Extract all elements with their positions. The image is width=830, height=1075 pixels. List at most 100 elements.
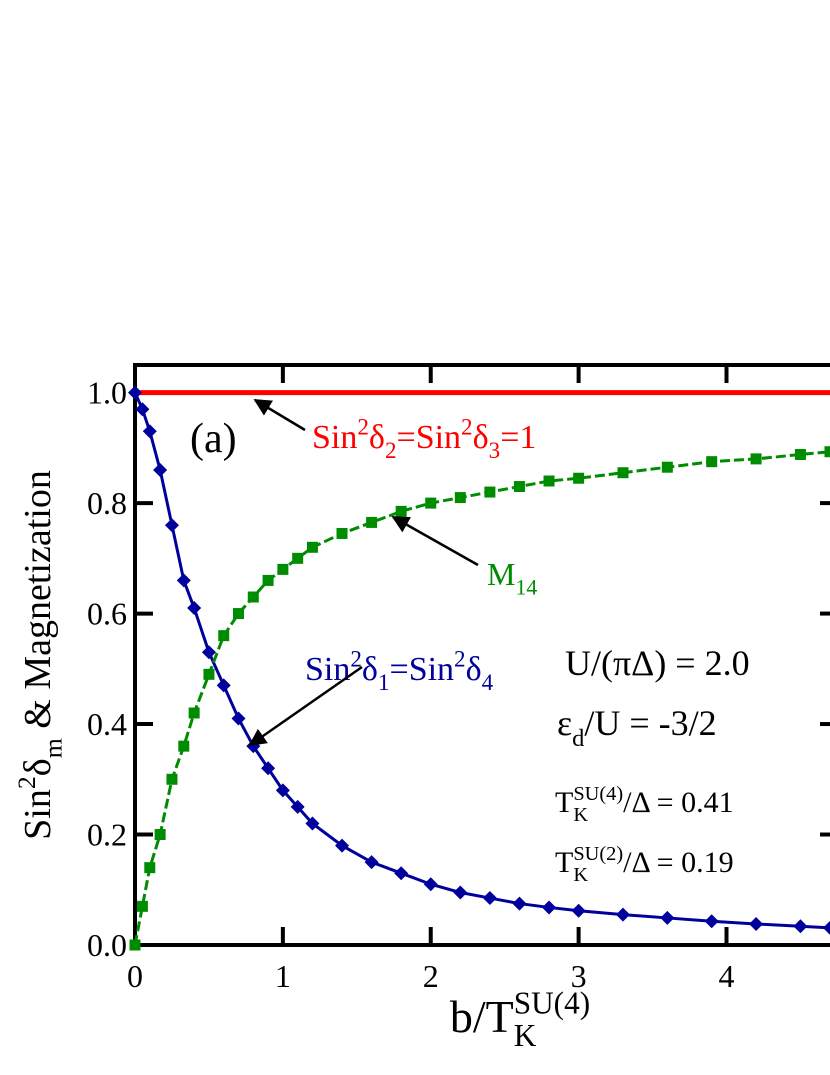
- square-marker: [750, 453, 762, 465]
- diamond-marker: [660, 910, 675, 925]
- series-line: [133, 392, 830, 930]
- diamond-marker: [512, 896, 527, 911]
- subscript: 1: [378, 670, 390, 696]
- y-tick-label: 0.0: [87, 927, 127, 963]
- diamond-marker: [704, 914, 719, 929]
- y-tick-label: 0.2: [87, 817, 127, 853]
- diamond-marker: [142, 424, 157, 439]
- x-tick-label: 4: [718, 958, 734, 994]
- square-marker: [203, 668, 215, 680]
- text-part: & Magnetization: [17, 470, 59, 738]
- square-marker: [395, 505, 407, 517]
- square-marker: [617, 467, 629, 479]
- superscript: 2: [454, 646, 466, 672]
- square-marker: [233, 608, 245, 620]
- text-part: δ: [466, 651, 482, 688]
- diamond-marker: [153, 462, 168, 477]
- square-marker: [366, 516, 378, 528]
- diamond-marker: [823, 920, 830, 935]
- y-tick-label: 1.0: [87, 375, 127, 411]
- square-marker: [188, 707, 200, 719]
- square-marker: [425, 497, 437, 509]
- text-part: T: [555, 786, 573, 819]
- text-part: Sin: [305, 651, 350, 688]
- diamond-marker: [176, 573, 191, 588]
- text-part: =Sin: [397, 419, 462, 456]
- square-marker: [543, 475, 555, 487]
- diamond-marker: [423, 877, 438, 892]
- series-line: [133, 450, 830, 946]
- text-part: Sin: [17, 789, 59, 840]
- text-part: T: [555, 846, 573, 879]
- square-marker: [144, 862, 156, 874]
- annotation: TKSU(4)/Δ = 0.41: [555, 783, 734, 826]
- x-tick-label: 3: [571, 958, 587, 994]
- diamond-marker: [571, 903, 586, 918]
- subscript: K: [573, 804, 588, 826]
- x-axis-label: b/TKSU(4): [450, 986, 590, 1053]
- y-tick-label: 0.8: [87, 485, 127, 521]
- text-part: δ: [17, 758, 59, 776]
- y-tick-label: 0.6: [87, 596, 127, 632]
- annotation: Sin2δ2=Sin2δ3=1: [312, 414, 536, 464]
- text-part: M: [487, 556, 515, 592]
- annotation-arrow: [248, 665, 363, 747]
- diamond-marker: [187, 601, 202, 616]
- superscript: 2: [357, 414, 369, 440]
- x-tick-label: 0: [127, 958, 143, 994]
- subscript: m: [38, 738, 67, 758]
- diamond-marker: [231, 711, 246, 726]
- annotation: M14: [487, 556, 537, 600]
- subscript: 14: [515, 576, 537, 600]
- diamond-marker: [216, 678, 231, 693]
- square-marker: [661, 461, 673, 473]
- annotation: U/(πΔ) = 2.0: [565, 643, 750, 683]
- square-marker: [136, 900, 148, 912]
- annotation: Sin2δ1=Sin2δ4: [305, 646, 494, 696]
- subscript: d: [572, 725, 584, 752]
- diamond-marker: [135, 402, 150, 417]
- annotation-arrow: [391, 515, 479, 567]
- diamond-marker: [749, 917, 764, 932]
- text-part: /Δ = 0.41: [623, 786, 733, 819]
- subscript: 3: [489, 438, 501, 464]
- square-marker: [794, 448, 806, 460]
- diamond-marker: [482, 891, 497, 906]
- text-part: b/T: [450, 991, 514, 1042]
- square-marker: [336, 527, 348, 539]
- diamond-marker: [615, 907, 630, 922]
- superscript: 2: [461, 414, 473, 440]
- text-part: U/(πΔ) = 2.0: [565, 643, 750, 683]
- y-tick-label: 0.4: [87, 706, 127, 742]
- square-marker: [706, 456, 718, 468]
- superscript: SU(2): [573, 843, 623, 865]
- text-part: δ: [362, 651, 378, 688]
- diamond-marker: [275, 783, 290, 798]
- subscript: 2: [385, 438, 397, 464]
- subscript: K: [514, 1018, 537, 1053]
- square-marker: [292, 552, 304, 564]
- square-marker: [824, 446, 830, 458]
- diamond-marker: [201, 645, 216, 660]
- diamond-marker: [290, 799, 305, 814]
- square-marker: [129, 939, 141, 951]
- subscript: 4: [482, 670, 494, 696]
- square-marker: [218, 630, 230, 642]
- text-part: ε: [557, 703, 572, 743]
- panel-label: (a): [190, 416, 237, 462]
- diamond-marker: [453, 885, 468, 900]
- y-axis-label: Sin2δm & Magnetization: [12, 470, 68, 840]
- superscript: 2: [350, 646, 362, 672]
- text-part: Sin: [312, 419, 357, 456]
- text-part: /U = -3/2: [584, 703, 716, 743]
- square-marker: [573, 472, 585, 484]
- diamond-marker: [542, 900, 557, 915]
- square-marker: [484, 486, 496, 498]
- text-part: =Sin: [390, 651, 455, 688]
- square-marker: [154, 829, 166, 841]
- square-marker: [166, 773, 178, 785]
- square-marker: [306, 541, 318, 553]
- square-marker: [262, 574, 274, 586]
- diamond-marker: [305, 816, 320, 831]
